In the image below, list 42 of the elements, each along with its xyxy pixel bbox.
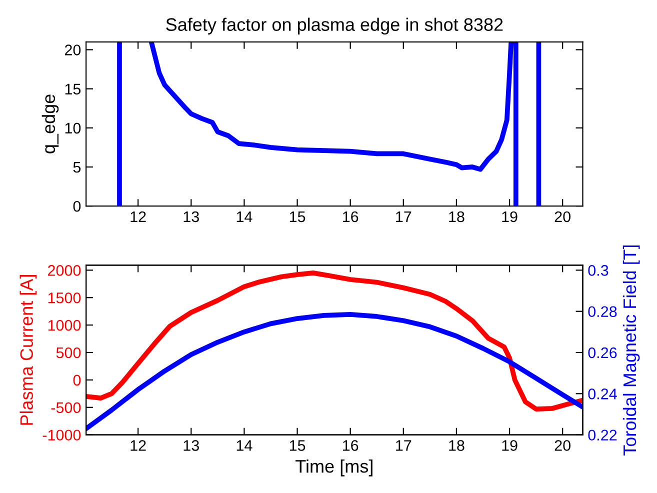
line-series	[86, 312, 583, 432]
x-tick-label: 20	[554, 211, 570, 222]
y2-axis-title: Toroidal Magnetic Field [T]	[622, 245, 640, 456]
x-tick-label: 14	[236, 211, 252, 222]
x-tick-label: 15	[290, 211, 306, 222]
chart-title: Safety factor on plasma edge in shot 8382	[166, 18, 503, 35]
x-tick-label: 17	[396, 211, 412, 222]
y-tick-label: 1500	[48, 292, 81, 304]
x-tick-label: 16	[343, 211, 358, 222]
y-tick-label: 10	[65, 122, 81, 134]
y-tick-label: 20	[64, 44, 81, 56]
x-tick-label: 17	[396, 440, 412, 451]
y-tick-label: -500	[51, 402, 81, 414]
x-tick-label: 20	[554, 440, 570, 451]
y-tick-label: 500	[56, 347, 81, 358]
x-tick-label: 15	[290, 440, 306, 451]
y-tick-label: 0	[73, 200, 81, 212]
y-tick-label: 5	[73, 162, 81, 173]
x-axis-title: Time [ms]	[296, 459, 372, 476]
y2-tick-label: 0.26	[588, 347, 617, 358]
x-tick-label: 13	[184, 440, 199, 451]
x-tick-label: 14	[236, 440, 252, 451]
y-tick-label: 1000	[48, 320, 81, 331]
x-tick-label: 19	[502, 440, 518, 451]
line-series	[86, 270, 583, 412]
y-tick-label: 0	[73, 374, 81, 386]
x-tick-label: 19	[502, 211, 518, 222]
x-tick-label: 18	[449, 211, 464, 222]
y-tick-label: 15	[65, 84, 81, 94]
y2-tick-label: 0.22	[588, 430, 617, 441]
x-tick-label: 12	[130, 440, 146, 451]
x-tick-label: 13	[184, 211, 199, 222]
x-tick-label: 18	[449, 440, 464, 451]
x-tick-label: 16	[343, 440, 358, 451]
y-tick-label: 2000	[48, 265, 81, 276]
y-axis-title: q_edge	[42, 94, 59, 154]
y-tick-label: -1000	[42, 430, 81, 441]
y-axis-title: Plasma Current [A]	[20, 275, 37, 425]
y2-tick-label: 0.3	[588, 265, 608, 276]
y2-tick-label: 0.24	[588, 388, 617, 400]
x-tick-label: 12	[130, 211, 146, 222]
y2-tick-label: 0.28	[588, 306, 617, 318]
